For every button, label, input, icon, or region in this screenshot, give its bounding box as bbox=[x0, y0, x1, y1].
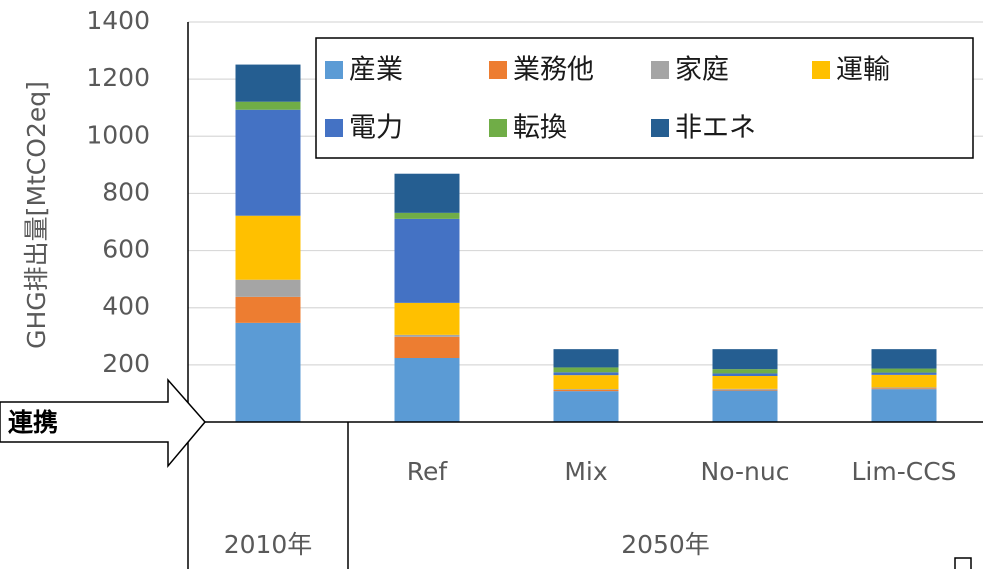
y-tick-label: 1400 bbox=[86, 6, 150, 35]
bar-segment bbox=[871, 374, 937, 388]
legend-label: 家庭 bbox=[675, 55, 729, 86]
bar-segment bbox=[712, 376, 778, 389]
bar-segment bbox=[871, 387, 937, 389]
group-label: 2050年 bbox=[621, 530, 710, 559]
bar-segment bbox=[553, 375, 619, 390]
bar-segment bbox=[712, 349, 778, 370]
bar-segment bbox=[712, 369, 778, 374]
legend-label: 業務他 bbox=[513, 55, 594, 86]
bar-segment bbox=[235, 322, 301, 422]
bar-segment bbox=[553, 389, 619, 390]
bar-segment bbox=[235, 215, 301, 280]
bar-segment bbox=[394, 334, 460, 337]
bar-segment bbox=[871, 388, 937, 390]
x-tick-label: Ref bbox=[407, 457, 449, 486]
bar-segment bbox=[871, 349, 937, 369]
arrow bbox=[0, 378, 206, 469]
bar-segment bbox=[871, 389, 937, 422]
y-tick-label: 1000 bbox=[86, 120, 150, 149]
bar-segment bbox=[871, 368, 937, 373]
legend-swatch bbox=[651, 61, 669, 79]
bar-segment bbox=[871, 372, 937, 375]
bar-segment bbox=[394, 173, 460, 213]
bar-segment bbox=[394, 336, 460, 358]
legend-label: 転換 bbox=[513, 113, 567, 144]
handle bbox=[954, 557, 972, 569]
y-tick-label: 400 bbox=[102, 292, 150, 321]
bar-segment bbox=[553, 349, 619, 368]
legend-swatch bbox=[651, 119, 669, 137]
bar-segment bbox=[235, 101, 301, 110]
bar-segment bbox=[553, 391, 619, 422]
bars bbox=[235, 64, 937, 422]
bar-segment bbox=[553, 372, 619, 376]
bar-segment bbox=[235, 279, 301, 297]
bar-segment bbox=[235, 64, 301, 102]
bar-segment bbox=[394, 218, 460, 303]
legend-label: 電力 bbox=[349, 113, 403, 144]
bar-segment bbox=[553, 390, 619, 392]
y-tick-label: 800 bbox=[102, 177, 150, 206]
legend-swatch bbox=[325, 119, 343, 137]
legend-swatch bbox=[325, 61, 343, 79]
bar-segment bbox=[712, 373, 778, 376]
bar-segment bbox=[235, 296, 301, 323]
legend-label: 非エネ bbox=[675, 113, 756, 144]
bar-segment bbox=[712, 390, 778, 422]
y-tick-label: 600 bbox=[102, 235, 150, 264]
legend-label: 産業 bbox=[349, 55, 403, 86]
legend-swatch bbox=[489, 119, 507, 137]
annotation: 連携 bbox=[8, 408, 58, 437]
y-axis-label: GHG排出量[MtCO2eq] bbox=[22, 81, 51, 349]
bar-segment bbox=[394, 212, 460, 219]
legend bbox=[315, 37, 974, 159]
legend-swatch bbox=[489, 61, 507, 79]
x-tick-label: Lim-CCS bbox=[851, 457, 956, 486]
bar-segment bbox=[712, 389, 778, 391]
x-tick-label: No-nuc bbox=[701, 457, 790, 486]
legend-swatch bbox=[812, 61, 830, 79]
group-label: 2010年 bbox=[224, 530, 313, 559]
bar-segment bbox=[235, 109, 301, 216]
bar-segment bbox=[394, 358, 460, 422]
bar-segment bbox=[394, 302, 460, 335]
y-tick-label: 1200 bbox=[86, 63, 150, 92]
legend-label: 運輸 bbox=[836, 55, 890, 86]
bar-segment bbox=[553, 367, 619, 373]
bar-segment bbox=[712, 388, 778, 390]
x-tick-label: Mix bbox=[564, 457, 607, 486]
y-tick-label: 200 bbox=[102, 349, 150, 378]
